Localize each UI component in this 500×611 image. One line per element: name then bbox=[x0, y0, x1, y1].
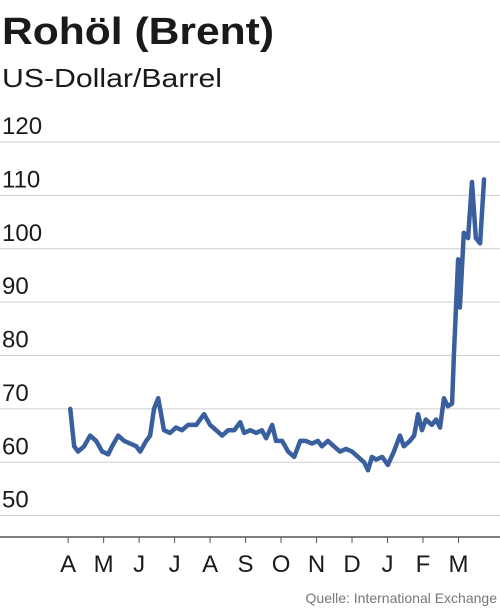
price-line bbox=[68, 177, 487, 473]
chart-title: Rohöl (Brent) bbox=[2, 11, 274, 53]
x-tick-label: F bbox=[416, 551, 431, 578]
y-tick-label: 110 bbox=[2, 166, 40, 193]
x-tick-label: A bbox=[60, 551, 76, 578]
y-tick-label: 120 bbox=[2, 113, 42, 140]
y-tick-label: 80 bbox=[2, 327, 29, 354]
x-tick-label: N bbox=[308, 551, 325, 578]
y-tick-label: 50 bbox=[2, 487, 29, 514]
x-tick-label: M bbox=[94, 551, 114, 578]
y-tick-label: 90 bbox=[2, 273, 29, 300]
x-tick-label: M bbox=[448, 551, 468, 578]
y-tick-label: 60 bbox=[2, 433, 29, 460]
x-tick-label: J bbox=[382, 551, 394, 578]
x-tick-label: S bbox=[238, 551, 254, 578]
x-tick-label: D bbox=[343, 551, 360, 578]
source: Quelle: International Exchange bbox=[306, 590, 498, 606]
chart-subtitle: US-Dollar/Barrel bbox=[2, 63, 222, 93]
x-tick-label: J bbox=[169, 551, 181, 578]
y-tick-label: 100 bbox=[2, 220, 42, 247]
y-tick-label: 70 bbox=[2, 380, 29, 407]
x-tick-label: A bbox=[202, 551, 218, 578]
x-tick-label: O bbox=[272, 551, 291, 578]
x-tick-label: J bbox=[133, 551, 145, 578]
